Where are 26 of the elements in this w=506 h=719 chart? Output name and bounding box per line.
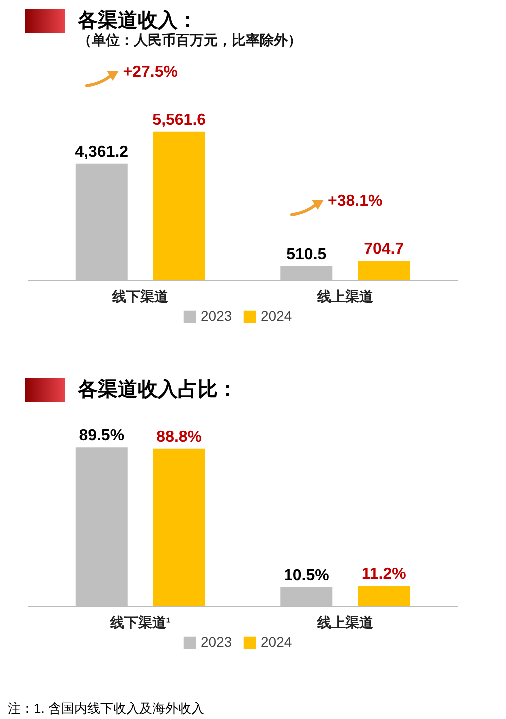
text: +27.5% bbox=[123, 64, 178, 81]
text: 注：1. 含国内线下收入及海外收入 bbox=[8, 700, 206, 718]
x-tick-label: 线下渠道 bbox=[112, 288, 170, 304]
annotation: +38.1% bbox=[328, 193, 383, 210]
legend-label: 2024 bbox=[261, 308, 292, 324]
data-label: 11.2% bbox=[362, 566, 406, 584]
x-tick-label: 线上渠道 bbox=[316, 614, 374, 630]
data-label: 89.5% bbox=[79, 428, 125, 445]
chart-title: 各渠道收入： bbox=[77, 8, 198, 32]
legend-label: 2023 bbox=[201, 308, 232, 324]
bar bbox=[153, 448, 206, 606]
data-label: 5,561.6 bbox=[152, 112, 206, 129]
bar bbox=[358, 261, 410, 280]
chart-title: 各渠道收入占比： bbox=[77, 378, 238, 401]
bar bbox=[358, 586, 410, 606]
data-label: 88.8% bbox=[156, 428, 202, 446]
chart-subtitle: （单位：人民币百万元，比率除外） bbox=[78, 32, 302, 48]
data-label: 704.7 bbox=[364, 241, 404, 258]
data-label: 10.5% bbox=[284, 567, 330, 584]
x-tick-label: 线上渠道 bbox=[316, 288, 374, 304]
data-label: 4,361.2 bbox=[75, 144, 129, 161]
legend-label: 2023 bbox=[201, 634, 232, 650]
x-tick-label: 线下渠道¹ bbox=[109, 614, 172, 630]
bar bbox=[153, 132, 206, 280]
legend-label: 2024 bbox=[261, 634, 292, 650]
data-label: 510.5 bbox=[286, 246, 327, 264]
